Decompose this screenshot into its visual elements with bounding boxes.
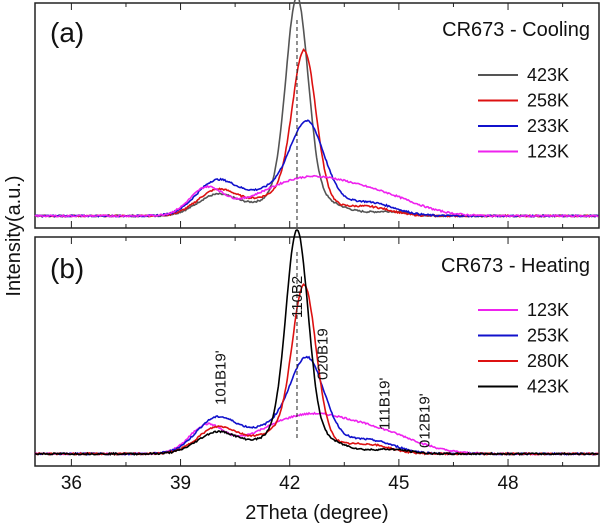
x-tick-label: 42 [279, 473, 300, 494]
panel-a-curves [34, 0, 599, 219]
peak-annotation: 012B19' [416, 393, 433, 448]
legend-label: 258K [527, 91, 569, 111]
x-tick-label: 48 [497, 473, 518, 494]
x-ticks [70, 3, 564, 466]
peak-annotation: 020B19 [315, 328, 332, 380]
peak-annotation: 111B19' [376, 378, 393, 430]
x-tick-label: 36 [61, 473, 82, 494]
series-line-123K [34, 411, 599, 456]
legend-label: 233K [527, 116, 569, 136]
panel-a-label: (a) [50, 17, 84, 48]
peak-annotation: 101B19' [213, 350, 230, 405]
panel-b-curves [34, 229, 599, 456]
x-tick-label: 45 [388, 473, 409, 494]
panel-b-title: CR673 - Heating [441, 255, 590, 277]
series-line-233K [34, 119, 599, 219]
peak-annotation: 110B2 [289, 276, 306, 318]
panel-b-legend: 123K 253K 280K 423K [478, 300, 569, 397]
panel-a-title: CR673 - Cooling [442, 19, 590, 41]
panel-b-frame [34, 236, 600, 467]
x-axis-title: 2Theta (degree) [245, 502, 388, 524]
series-line-423K [34, 229, 599, 456]
legend-label: 253K [527, 326, 569, 346]
legend-label: 280K [527, 351, 569, 371]
peak-annotations: 101B19' 110B2 020B19 111B19' 012B19' [213, 276, 434, 448]
panel-a-frame [34, 2, 600, 229]
x-tick-labels: 36 39 42 45 48 [61, 473, 519, 494]
legend-label: 123K [527, 300, 569, 320]
legend-label: 423K [527, 65, 569, 85]
panel-a-legend: 423K 258K 233K 123K [478, 65, 569, 162]
series-line-123K [34, 174, 599, 218]
y-axis-title: Intensity(a.u.) [3, 175, 25, 296]
legend-label: 123K [527, 142, 569, 162]
legend-label: 423K [527, 377, 569, 397]
panel-b-label: (b) [50, 253, 84, 284]
x-tick-label: 39 [170, 473, 191, 494]
